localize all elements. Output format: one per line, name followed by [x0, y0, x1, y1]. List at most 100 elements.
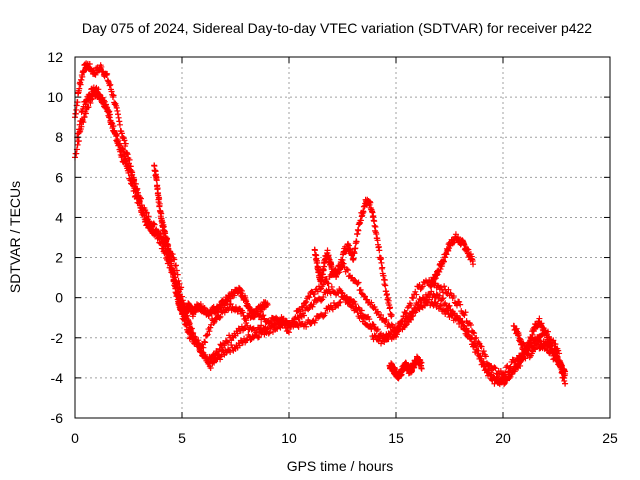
- data-point: [152, 228, 159, 235]
- data-point: [378, 311, 385, 318]
- data-point: [477, 343, 484, 350]
- data-point: [228, 341, 235, 348]
- data-point: [103, 72, 110, 79]
- data-point: [540, 325, 547, 332]
- data-point: [390, 330, 397, 337]
- data-point: [350, 298, 357, 305]
- data-point: [526, 339, 533, 346]
- data-point: [113, 137, 120, 144]
- data-point: [378, 259, 385, 266]
- data-point: [410, 295, 417, 302]
- data-point: [349, 274, 356, 281]
- data-point: [201, 338, 208, 345]
- y-tick-label: 10: [47, 89, 63, 105]
- data-point: [487, 371, 494, 378]
- data-point: [445, 303, 452, 310]
- data-point: [548, 342, 555, 349]
- data-point: [254, 311, 261, 318]
- data-point: [258, 316, 265, 323]
- data-point: [256, 333, 263, 340]
- data-point: [387, 304, 394, 311]
- data-point: [375, 337, 382, 344]
- data-point: [264, 301, 271, 308]
- data-point: [310, 301, 317, 308]
- data-point: [258, 330, 265, 337]
- data-point: [87, 99, 94, 106]
- data-point: [188, 325, 195, 332]
- data-point: [336, 299, 343, 306]
- x-tick-label: 20: [495, 430, 511, 446]
- data-point: [300, 312, 307, 319]
- data-point: [242, 315, 249, 322]
- data-point: [126, 156, 133, 163]
- data-point: [440, 295, 447, 302]
- data-point: [491, 380, 498, 387]
- x-tick-label: 0: [71, 430, 79, 446]
- data-point: [470, 261, 477, 268]
- data-point: [436, 303, 443, 310]
- data-point: [370, 321, 377, 328]
- data-point: [434, 282, 441, 289]
- axis-ticks: 0 5 10 15 20 25 -6 -4 -2 0 2 4 6 8 10 12: [47, 49, 618, 446]
- data-point: [382, 282, 389, 289]
- data-point: [441, 283, 448, 290]
- data-point: [477, 355, 484, 362]
- data-point: [381, 277, 388, 284]
- data-point: [482, 353, 489, 360]
- data-point: [328, 283, 335, 290]
- data-point: [306, 294, 313, 301]
- data-point: [407, 302, 414, 309]
- chart-title: Day 075 of 2024, Sidereal Day-to-day VTE…: [82, 20, 592, 36]
- data-point: [106, 82, 113, 89]
- data-point: [507, 365, 514, 372]
- data-point: [284, 327, 291, 334]
- data-point: [357, 217, 364, 224]
- data-point: [125, 169, 132, 176]
- data-point: [210, 320, 217, 327]
- data-point: [353, 238, 360, 245]
- data-point: [121, 158, 128, 165]
- data-point: [115, 111, 122, 118]
- data-point: [127, 177, 134, 184]
- data-point: [515, 332, 522, 339]
- data-point: [140, 206, 147, 213]
- data-point: [562, 370, 569, 377]
- data-point: [379, 264, 386, 271]
- data-point: [324, 247, 331, 254]
- data-point: [236, 342, 243, 349]
- data-point: [194, 339, 201, 346]
- data-point: [75, 137, 82, 144]
- data-point: [413, 291, 420, 298]
- data-point: [322, 309, 329, 316]
- data-point: [104, 70, 111, 77]
- data-point: [150, 220, 157, 227]
- data-point: [371, 303, 378, 310]
- data-point: [239, 309, 246, 316]
- data-point: [355, 227, 362, 234]
- data-point: [510, 367, 517, 374]
- data-point: [227, 348, 234, 355]
- data-point: [384, 294, 391, 301]
- data-point: [471, 330, 478, 337]
- data-point: [520, 351, 527, 358]
- data-point: [537, 338, 544, 345]
- data-point: [306, 305, 313, 312]
- data-point: [529, 331, 536, 338]
- data-point: [254, 334, 261, 341]
- data-point: [372, 223, 379, 230]
- data-point: [134, 189, 141, 196]
- data-point: [113, 104, 120, 111]
- data-point: [461, 312, 468, 319]
- data-point: [486, 367, 493, 374]
- data-point: [457, 301, 464, 308]
- data-point: [82, 101, 89, 108]
- data-point: [117, 148, 124, 155]
- x-tick-label: 15: [388, 430, 404, 446]
- y-axis-label: SDTVAR / TECUs: [7, 181, 23, 293]
- data-point: [325, 280, 332, 287]
- data-point: [111, 128, 118, 135]
- data-point: [85, 96, 92, 103]
- data-point: [305, 306, 312, 313]
- data-point: [508, 371, 515, 378]
